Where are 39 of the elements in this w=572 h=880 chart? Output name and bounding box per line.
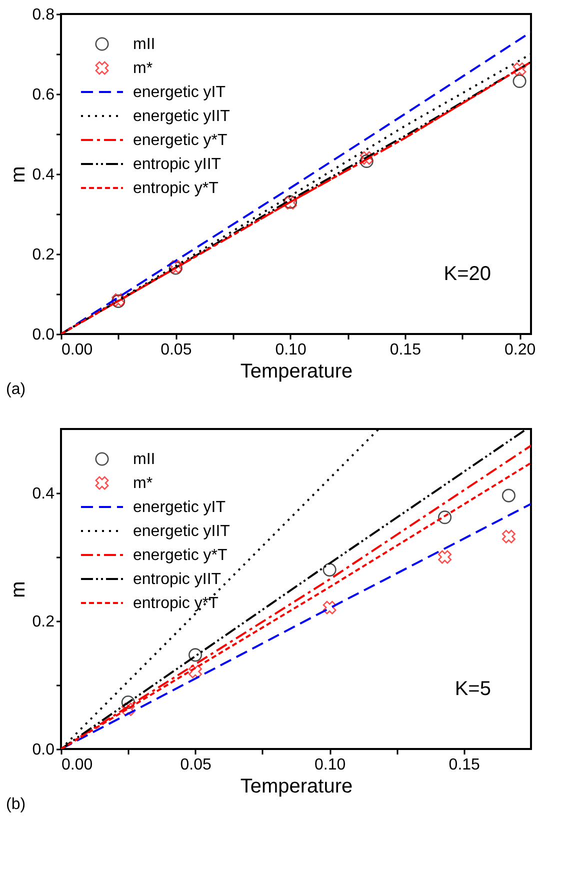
y-tick-label: 0.2 [32,614,55,630]
legend-label: entropic yIIT [133,156,222,173]
y-axis-title: m [7,166,30,183]
legend-label: energetic yIIT [133,523,230,540]
annotation: K=20 [444,263,491,285]
x-tick-label: 0.10 [275,342,306,358]
legend-label: m* [133,475,153,492]
legend-label: energetic yIIT [133,108,230,125]
x-tick-label: 0.00 [62,756,93,774]
legend-label: m* [133,60,153,77]
text: (a) [6,381,26,398]
legend-label: entropic y*T [133,180,219,197]
annotation: K=5 [454,678,491,700]
y-tick-label: 0.4 [32,486,55,502]
legend-label: energetic yIT [133,84,226,101]
legend-label: energetic y*T [133,547,228,564]
x-axis-title: Temperature [240,360,353,382]
x-tick-label: 0.10 [314,756,346,774]
x-tick-label: 0.00 [62,342,93,358]
legend-label: energetic y*T [133,132,228,149]
legend-label: entropic yIIT [133,571,222,588]
legend-label: mII [133,451,156,468]
y-axis-title: m [7,581,30,598]
x-axis-title: Temperature [240,776,353,798]
y-tick-label: 0.0 [32,326,55,344]
text: (b) [6,796,26,813]
legend-label: entropic y*T [133,595,219,612]
y-tick-label: 0.4 [32,166,55,184]
x-tick-label: 0.20 [504,342,536,358]
x-tick-label: 0.05 [180,756,212,774]
legend-label: energetic yIT [133,499,226,516]
y-tick-label: 0.0 [32,742,55,758]
x-tick-label: 0.15 [390,342,422,358]
y-tick-label: 0.6 [32,86,55,104]
y-tick-label: 0.8 [32,6,55,24]
legend-label: mII [133,36,156,53]
y-tick-label: 0.2 [32,246,55,264]
x-tick-label: 0.05 [160,342,192,358]
x-tick-label: 0.15 [448,756,480,774]
